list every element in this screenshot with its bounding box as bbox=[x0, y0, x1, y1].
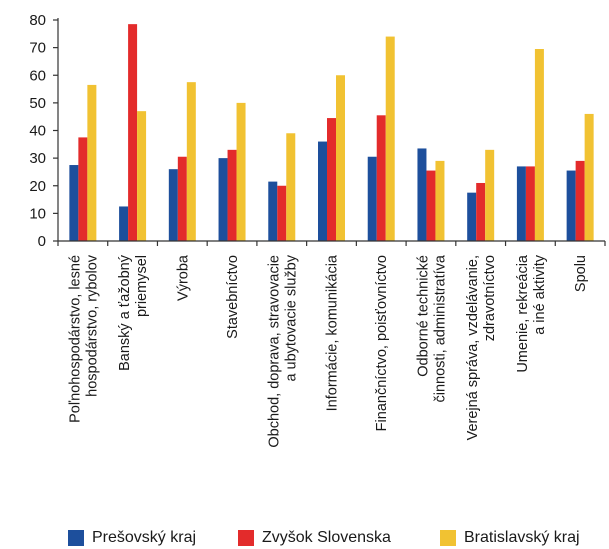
legend: Prešovský kraj Zvyšok Slovenska Bratislavs… bbox=[0, 527, 609, 549]
bar bbox=[426, 170, 436, 241]
legend-label: Bratislavský kraj bbox=[464, 529, 580, 546]
bar bbox=[575, 160, 585, 241]
bar bbox=[435, 160, 445, 241]
bar bbox=[268, 181, 278, 241]
y-tick-label: 20 bbox=[29, 178, 46, 195]
y-axis: 0 10 20 30 40 50 60 70 80 bbox=[29, 12, 59, 250]
y-tick-label: 0 bbox=[38, 233, 46, 250]
x-category-label: zdravotníctvo bbox=[482, 255, 498, 341]
bar bbox=[318, 141, 327, 241]
bar bbox=[78, 137, 88, 241]
legend-item: Prešovský kraj bbox=[68, 527, 196, 549]
legend-item: Zvyšok Slovenska bbox=[238, 527, 391, 549]
y-tick-label: 10 bbox=[29, 205, 46, 222]
bar bbox=[87, 84, 97, 241]
bar-chart: 0 10 20 30 40 50 60 70 80 Poľnohospodárstvo, les… bbox=[29, 12, 606, 448]
bar bbox=[385, 36, 395, 242]
bar bbox=[227, 149, 237, 241]
bar bbox=[286, 133, 296, 241]
bar bbox=[417, 148, 427, 241]
legend-label: Prešovský kraj bbox=[92, 529, 197, 546]
bar bbox=[236, 102, 246, 241]
x-category-label: a ubytovacie služby bbox=[283, 254, 299, 381]
bar bbox=[376, 115, 386, 241]
bar bbox=[69, 165, 79, 241]
y-tick-label: 30 bbox=[29, 150, 46, 167]
bar bbox=[566, 170, 576, 241]
y-tick-label: 40 bbox=[29, 123, 46, 140]
x-category-label: Informácie, komunikácia bbox=[325, 254, 341, 411]
bar bbox=[525, 166, 535, 241]
x-category-label: priemysel bbox=[134, 255, 150, 317]
y-tick-label: 50 bbox=[29, 95, 46, 112]
x-category-label: Stavebníctvo bbox=[225, 255, 241, 339]
x-category-label: Výroba bbox=[175, 254, 191, 301]
y-tick-label: 80 bbox=[29, 12, 46, 29]
bar bbox=[584, 113, 594, 241]
bar bbox=[516, 166, 526, 241]
y-tick-label: 70 bbox=[29, 40, 46, 57]
bar bbox=[467, 192, 477, 241]
bar bbox=[485, 149, 495, 241]
bar bbox=[128, 24, 138, 241]
bar bbox=[137, 111, 147, 241]
legend-label: Zvyšok Slovenska bbox=[262, 529, 391, 546]
bar bbox=[327, 118, 336, 241]
legend-swatch bbox=[238, 530, 254, 546]
x-category-label: Finančníctvo, poisťovníctvo bbox=[374, 255, 390, 431]
bar bbox=[218, 158, 228, 241]
y-tick-label: 60 bbox=[29, 67, 46, 84]
bar bbox=[119, 206, 129, 241]
bar bbox=[277, 185, 287, 241]
bar bbox=[534, 49, 544, 241]
bar bbox=[177, 156, 187, 241]
x-category-label: Banský a ťažobný bbox=[117, 254, 133, 371]
x-category-label: Obchod, doprava, stravovacie bbox=[266, 255, 282, 448]
bar bbox=[476, 182, 486, 241]
x-category-label: činnosti, administratíva bbox=[432, 254, 448, 402]
x-category-label: Poľnohospodárstvo, lesné bbox=[67, 255, 83, 423]
x-category-label: Umenie, rekreácia bbox=[515, 254, 531, 373]
legend-swatch bbox=[68, 530, 84, 546]
bar bbox=[367, 156, 377, 241]
legend-item: Bratislavský kraj bbox=[440, 527, 580, 549]
bar bbox=[168, 169, 178, 241]
legend-swatch bbox=[440, 530, 456, 546]
bar bbox=[186, 82, 196, 241]
x-category-label: Odborné technické bbox=[415, 255, 431, 377]
bar bbox=[336, 75, 345, 241]
x-category-label: Spolu bbox=[573, 255, 589, 292]
x-axis: Poľnohospodárstvo, lesné hospodárstvo, ry… bbox=[57, 240, 606, 448]
bars bbox=[69, 24, 594, 242]
x-category-label: Verejná správa, vzdelávanie, bbox=[465, 255, 481, 440]
x-category-label: hospodárstvo, rybolov bbox=[84, 254, 100, 397]
x-category-label: a iné aktivity bbox=[532, 254, 548, 335]
